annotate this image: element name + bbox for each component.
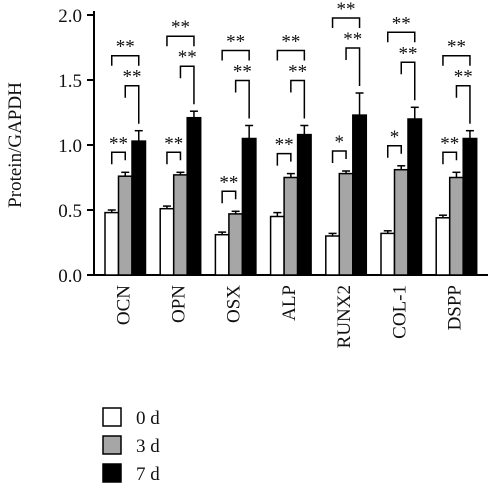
sig-bracket-0d-3d bbox=[111, 151, 126, 165]
bar-OSX-7d bbox=[241, 137, 257, 276]
x-tick-label: DSPP bbox=[444, 285, 465, 330]
sig-label-0d-7d: ** bbox=[116, 37, 135, 58]
bar-RUNX2-0d bbox=[325, 235, 341, 276]
sig-bracket-3d-7d bbox=[234, 79, 250, 119]
chart-axes: 0.0 0.5 1.0 1.5 2.0 Protein/GAPDH OCN OPN OSX ALP… bbox=[5, 6, 488, 348]
bar-RUNX2-7d bbox=[352, 114, 368, 276]
sig-bracket-0d-7d bbox=[442, 54, 471, 66]
sig-label-3d-7d: ** bbox=[454, 67, 473, 88]
sig-label-0d-7d: ** bbox=[226, 32, 245, 53]
y-tick-label: 2.0 bbox=[58, 6, 82, 27]
sig-bracket-0d-3d bbox=[442, 151, 458, 165]
sig-label-0d-3d: ** bbox=[164, 133, 183, 154]
sig-bracket-0d-7d bbox=[166, 35, 195, 47]
sig-label-0d-7d: ** bbox=[447, 37, 466, 58]
legend-label: 0 d bbox=[136, 408, 160, 429]
x-tick-label: OCN bbox=[113, 285, 134, 325]
y-tick-label: 1.5 bbox=[58, 71, 82, 92]
sig-label-3d-7d: ** bbox=[233, 62, 252, 83]
bar-OCN-3d bbox=[117, 175, 133, 276]
sig-bracket-0d-3d bbox=[166, 151, 182, 165]
y-axis-label: Protein/GAPDH bbox=[5, 82, 26, 208]
sig-label-0d-3d: ** bbox=[440, 133, 459, 154]
bar-COL-1-3d bbox=[393, 168, 409, 276]
sig-bracket-0d-3d bbox=[387, 145, 402, 158]
sig-label-3d-7d: ** bbox=[399, 43, 418, 64]
bar-ALP-0d bbox=[269, 215, 285, 276]
legend-label: 7 d bbox=[136, 464, 160, 485]
sig-label-0d-3d: * bbox=[335, 132, 345, 153]
x-tick-label: OSX bbox=[224, 285, 245, 323]
sig-bracket-3d-7d bbox=[455, 84, 471, 124]
bar-COL-1-7d bbox=[407, 118, 423, 276]
significance-brackets: **************************************** bbox=[109, 0, 473, 204]
sig-label-0d-7d: ** bbox=[337, 0, 356, 20]
bar-COL-1-0d bbox=[380, 232, 396, 276]
sig-bracket-0d-3d bbox=[331, 150, 347, 163]
sig-label-3d-7d: ** bbox=[123, 67, 142, 88]
sig-label-0d-3d: ** bbox=[219, 172, 238, 193]
sig-bracket-0d-7d bbox=[387, 31, 416, 43]
sig-label-3d-7d: ** bbox=[288, 62, 307, 83]
sig-label-0d-3d: ** bbox=[109, 133, 128, 154]
bar-OSX-0d bbox=[214, 233, 230, 276]
chart-legend: 0 d 3 d 7 d bbox=[102, 407, 160, 485]
sig-bracket-0d-7d bbox=[221, 49, 250, 61]
sig-bracket-3d-7d bbox=[400, 61, 416, 101]
x-tick-label: ALP bbox=[279, 285, 300, 321]
sig-bracket-3d-7d bbox=[179, 65, 195, 105]
sig-label-3d-7d: ** bbox=[178, 47, 197, 68]
bar-OPN-3d bbox=[172, 174, 188, 276]
sig-label-0d-7d: ** bbox=[171, 17, 190, 38]
sig-bracket-0d-7d bbox=[331, 17, 361, 28]
bar-OCN-7d bbox=[131, 140, 147, 276]
legend-swatch-0d bbox=[102, 407, 122, 427]
sig-bracket-0d-3d bbox=[276, 152, 292, 166]
y-tick-label: 0.5 bbox=[58, 201, 82, 222]
sig-label-0d-3d: * bbox=[390, 127, 400, 148]
sig-bracket-0d-7d bbox=[276, 49, 306, 61]
bar-DSPP-3d bbox=[448, 176, 464, 276]
y-tick-label: 1.0 bbox=[58, 136, 82, 157]
sig-bracket-3d-7d bbox=[290, 79, 306, 119]
chart-bars bbox=[104, 92, 478, 276]
bar-OSX-3d bbox=[228, 213, 244, 276]
legend-label: 3 d bbox=[136, 436, 160, 457]
sig-bracket-0d-7d bbox=[111, 54, 140, 66]
bar-OPN-7d bbox=[186, 116, 202, 276]
y-tick-label: 0.0 bbox=[58, 266, 82, 287]
x-tick-label: RUNX2 bbox=[334, 285, 355, 348]
bar-OCN-0d bbox=[104, 211, 120, 276]
bar-DSPP-7d bbox=[462, 137, 478, 276]
bar-ALP-7d bbox=[296, 133, 312, 276]
sig-label-3d-7d: ** bbox=[343, 29, 362, 50]
bar-OPN-0d bbox=[159, 207, 175, 276]
sig-label-0d-7d: ** bbox=[281, 32, 300, 53]
sig-bracket-3d-7d bbox=[345, 47, 361, 86]
bar-ALP-3d bbox=[283, 176, 299, 276]
legend-swatch-7d bbox=[102, 463, 122, 483]
x-tick-label: COL-1 bbox=[389, 285, 410, 339]
sig-label-0d-7d: ** bbox=[392, 13, 411, 34]
sig-bracket-0d-3d bbox=[221, 190, 237, 204]
bar-RUNX2-3d bbox=[338, 172, 354, 276]
sig-label-0d-3d: ** bbox=[275, 135, 294, 156]
sig-bracket-3d-7d bbox=[124, 84, 140, 124]
x-tick-label: OPN bbox=[168, 285, 189, 323]
bar-DSPP-0d bbox=[435, 217, 451, 276]
legend-swatch-3d bbox=[102, 435, 122, 455]
